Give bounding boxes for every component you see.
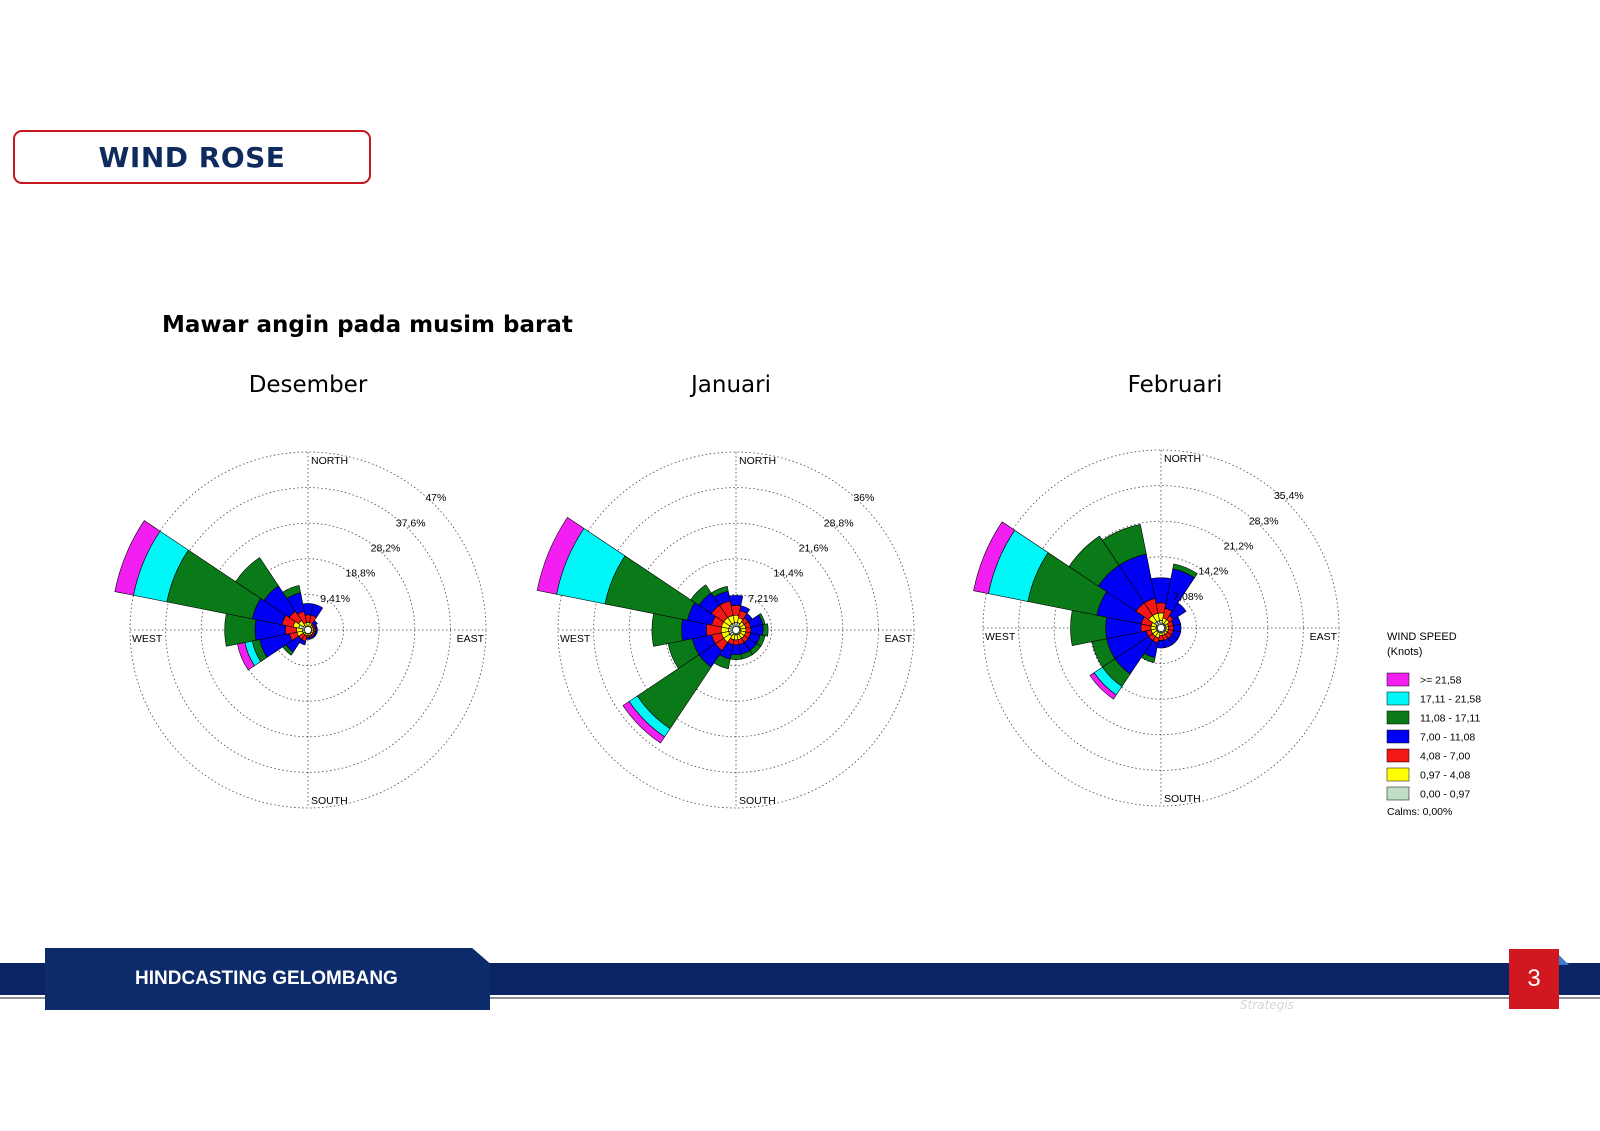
legend-item-label: 7,00 - 11,08: [1420, 732, 1475, 744]
sector-180-bin-green: [729, 653, 743, 660]
legend-swatch: [1386, 710, 1410, 725]
sector-0-bin-blue: [728, 595, 744, 607]
legend-swatch: [1386, 786, 1410, 801]
sector-225-bin-magenta: [1089, 672, 1117, 700]
sector-248-bin-green: [1091, 638, 1116, 668]
direction-label-south: SOUTH: [739, 795, 776, 807]
legend-unit: (Knots): [1387, 646, 1422, 658]
page-number: 3: [1509, 949, 1559, 1009]
wind-rose-charts: 9,41% 18,8% 28,2% 37,6% 47% NORTH EAST SOUTH WES…: [114, 449, 1481, 818]
page-title-box: WIND ROSE: [13, 130, 371, 184]
sector-338-bin-green: [710, 586, 729, 598]
grid-ring: [982, 449, 1340, 807]
legend-calms: Calms: 0,00%: [1387, 806, 1452, 818]
direction-label-north: NORTH: [739, 455, 776, 467]
legend-item-label: 4,08 - 7,00: [1420, 751, 1470, 763]
sector-338-bin-green: [1101, 524, 1147, 566]
legend-swatch: [1386, 767, 1410, 782]
footer-section-tab: HINDCASTING GELOMBANG: [45, 948, 490, 1010]
ring-label: 28,8%: [824, 517, 854, 529]
footer-section-label: HINDCASTING GELOMBANG: [135, 968, 398, 989]
direction-label-east: EAST: [885, 633, 913, 645]
sector-270-bin-green: [651, 613, 684, 647]
ring-label: 7,08%: [1173, 591, 1203, 603]
month-title-januari: Januari: [691, 372, 771, 398]
direction-label-north: NORTH: [1164, 453, 1201, 465]
ring-label: 18,8%: [345, 568, 375, 580]
center-disc: [304, 626, 312, 634]
month-title-desember: Desember: [248, 372, 368, 398]
legend-item-label: 11,08 - 17,11: [1420, 713, 1480, 725]
legend-item-label: 17,11 - 21,58: [1420, 694, 1481, 706]
sector-225-bin-magenta: [622, 701, 665, 744]
sector-248-bin-green: [667, 638, 700, 669]
grid-ring: [557, 451, 915, 809]
grid-ring: [271, 594, 344, 667]
wind-speed-legend: WIND SPEED (Knots) >= 21,58 17,11 - 21,58 11…: [1386, 631, 1481, 818]
direction-label-east: EAST: [1310, 631, 1338, 643]
ring-label: 35,4%: [1274, 490, 1304, 502]
legend-swatch: [1386, 729, 1410, 744]
direction-label-east: EAST: [457, 633, 485, 645]
legend-swatch: [1386, 748, 1410, 763]
sector-203-bin-green: [713, 654, 731, 670]
ring-label: 21,6%: [799, 542, 829, 554]
month-title-februari: Februari: [1127, 372, 1223, 398]
wind-rose-desember: 9,41% 18,8% 28,2% 37,6% 47% NORTH EAST SOUTH WES…: [114, 451, 487, 809]
sector-248-bin-magenta: [237, 642, 255, 671]
faint-background-text: Strategis: [1240, 998, 1294, 1012]
sector-23-bin-green: [1172, 563, 1198, 579]
sector-293-bin-magenta: [114, 520, 161, 596]
legend-swatch: [1386, 691, 1410, 706]
ring-label: 7,21%: [748, 593, 778, 605]
grid-ring: [129, 451, 487, 809]
direction-label-west: WEST: [132, 633, 163, 645]
sector-90-bin-green: [762, 623, 769, 637]
direction-label-south: SOUTH: [311, 795, 348, 807]
wind-rose-februari: 7,08% 14,2% 21,2% 28,3% 35,4% NORTH EAST SOUTH W…: [973, 449, 1340, 807]
legend-title: WIND SPEED: [1387, 631, 1457, 643]
grid-ring: [1125, 592, 1198, 665]
sector-315-bin-green: [235, 557, 279, 601]
ring-label: 14,2%: [1198, 566, 1228, 578]
section-subtitle: Mawar angin pada musim barat: [162, 312, 573, 338]
sector-338-bin-green: [282, 585, 301, 599]
sector-270-bin-green: [224, 613, 257, 647]
direction-label-west: WEST: [560, 633, 591, 645]
sector-270-bin-green: [1070, 609, 1108, 647]
sector-293-bin-magenta: [536, 516, 585, 595]
ring-label: 21,2%: [1224, 540, 1254, 552]
ring-label: 28,3%: [1249, 515, 1279, 527]
page-corner-decoration: [1559, 955, 1569, 965]
ring-label: 47%: [425, 492, 446, 504]
direction-label-west: WEST: [985, 631, 1016, 643]
center-disc: [732, 626, 740, 634]
wind-rose-januari: 7,21% 14,4% 21,6% 28,8% 36% NORTH EAST SOUTH WES…: [536, 451, 915, 809]
legend-swatch: [1386, 672, 1410, 687]
legend-item-label: 0,00 - 0,97: [1420, 789, 1470, 801]
direction-label-north: NORTH: [311, 455, 348, 467]
center-disc: [1157, 624, 1165, 632]
direction-label-south: SOUTH: [1164, 793, 1201, 805]
sector-293-bin-magenta: [973, 521, 1016, 595]
legend-item-label: 0,97 - 4,08: [1420, 770, 1470, 782]
footer-divider: [0, 997, 1600, 999]
sector-23-bin-blue: [310, 603, 324, 618]
ring-label: 28,2%: [371, 542, 401, 554]
ring-label: 9,41%: [320, 593, 350, 605]
sector-225-bin-green: [282, 644, 294, 656]
ring-label: 37,6%: [396, 517, 426, 529]
page-title: WIND ROSE: [98, 140, 286, 174]
legend-item-label: >= 21,58: [1420, 675, 1462, 687]
ring-label: 36%: [853, 492, 874, 504]
ring-label: 14,4%: [773, 568, 803, 580]
grid-ring: [700, 594, 773, 667]
